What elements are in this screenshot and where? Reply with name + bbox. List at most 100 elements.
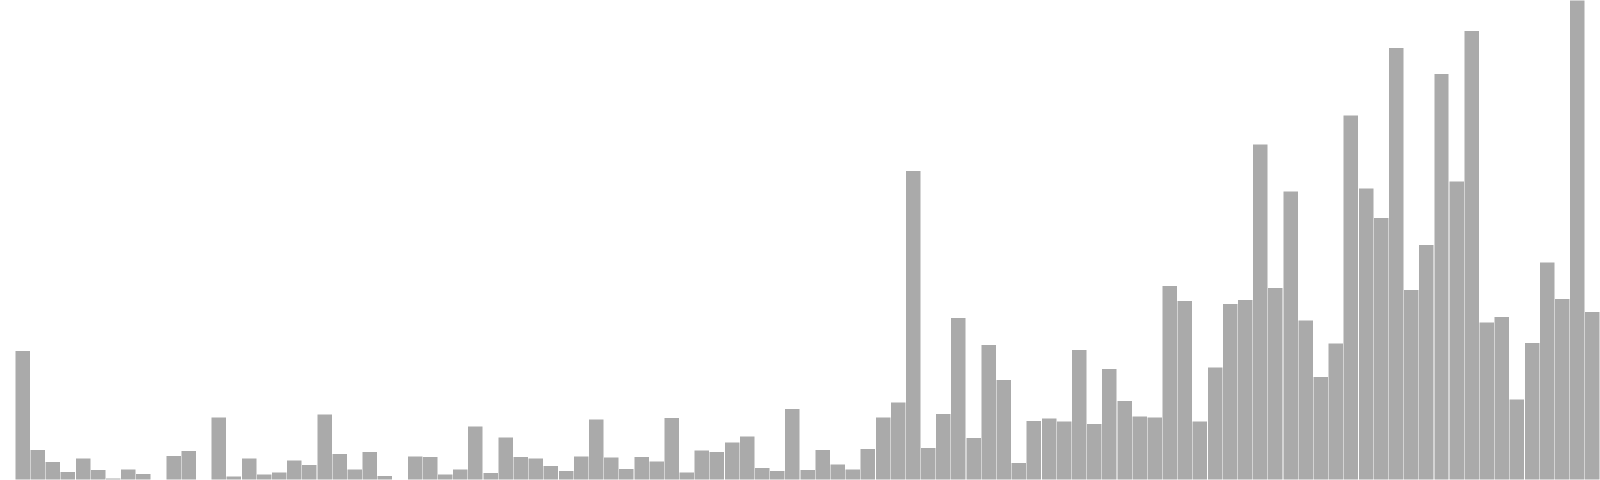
bar-21: [316, 413, 333, 480]
bar-40: [603, 457, 620, 480]
bar-103: [1554, 298, 1571, 480]
bar-67: [1011, 462, 1027, 480]
bar-34: [512, 456, 529, 480]
bar-1: [14, 350, 31, 480]
bar-55: [829, 463, 846, 480]
bar-69: [1041, 417, 1057, 480]
bar-96: [1448, 181, 1465, 480]
bar-44: [663, 417, 680, 480]
bar-56: [844, 468, 861, 480]
bar-5: [75, 458, 91, 480]
bar-41: [618, 468, 635, 480]
bar-58: [875, 416, 891, 480]
bar-77: [1161, 285, 1178, 480]
bar-12: [180, 450, 197, 480]
bar-90: [1358, 187, 1374, 480]
bar-43: [648, 460, 665, 480]
bar-65: [980, 344, 997, 480]
bar-23: [346, 469, 363, 480]
bar-85: [1282, 190, 1299, 480]
bar-74: [1116, 400, 1133, 480]
bar-101: [1524, 342, 1540, 480]
bar-47: [709, 451, 725, 480]
bar-series: [14, 0, 1600, 480]
bar-14: [211, 416, 227, 480]
bar-48: [724, 441, 740, 480]
bar-28: [422, 456, 439, 480]
bar-78: [1177, 300, 1193, 480]
bar-35: [527, 458, 544, 480]
bar-104: [1569, 0, 1586, 480]
bar-62: [935, 413, 952, 480]
bar-46: [694, 449, 710, 480]
bar-54: [814, 449, 831, 480]
bar-39: [588, 418, 605, 480]
bar-75: [1131, 415, 1148, 480]
bar-97: [1463, 30, 1480, 480]
bar-88: [1328, 342, 1344, 480]
bar-94: [1418, 244, 1435, 480]
bar-105: [1584, 311, 1600, 480]
bar-9: [135, 473, 152, 480]
bar-86: [1297, 319, 1314, 480]
bar-29: [437, 473, 454, 480]
bar-30: [452, 468, 469, 480]
bar-50: [754, 467, 771, 480]
bar-3: [44, 461, 61, 480]
bar-33: [497, 436, 514, 480]
bar-16: [241, 458, 257, 480]
bar-83: [1252, 143, 1269, 480]
bar-72: [1086, 423, 1103, 480]
bar-70: [1056, 420, 1072, 480]
bar-92: [1388, 47, 1405, 480]
bar-64: [965, 437, 982, 480]
bar-52: [784, 408, 801, 480]
bar-87: [1312, 376, 1329, 480]
bar-68: [1026, 420, 1042, 480]
bar-32: [482, 472, 499, 480]
bar-15: [226, 475, 242, 480]
bar-84: [1267, 287, 1284, 480]
bar-98: [1478, 321, 1495, 480]
bar-80: [1207, 366, 1223, 480]
bar-53: [799, 469, 816, 480]
bar-57: [860, 448, 876, 480]
bar-63: [950, 317, 967, 480]
bar-8: [120, 468, 137, 480]
bar-19: [286, 460, 303, 480]
bar-18: [271, 472, 288, 480]
bar-71: [1071, 349, 1088, 480]
bar-89: [1343, 114, 1359, 480]
bar-27: [407, 455, 423, 480]
bar-6: [90, 469, 106, 480]
bar-102: [1539, 261, 1556, 480]
bar-20: [301, 464, 318, 480]
bar-45: [678, 472, 695, 480]
bar-25: [377, 475, 393, 480]
bar-95: [1433, 73, 1450, 480]
bar-24: [361, 451, 378, 480]
bar-60: [905, 170, 922, 480]
bar-51: [769, 470, 786, 480]
bar-66: [995, 379, 1012, 480]
bar-91: [1373, 217, 1389, 480]
bar-99: [1494, 316, 1510, 480]
bar-38: [573, 455, 589, 480]
bar-93: [1403, 289, 1420, 480]
bar-59: [890, 401, 906, 480]
bar-36: [543, 465, 559, 480]
bar-31: [467, 425, 484, 480]
bar-79: [1192, 421, 1208, 480]
bar-17: [256, 473, 272, 480]
bar-2: [29, 449, 46, 480]
bar-49: [739, 436, 756, 480]
bar-4: [60, 471, 76, 480]
bar-81: [1222, 303, 1239, 480]
bar-82: [1237, 299, 1254, 480]
bar-11: [165, 455, 182, 480]
bar-100: [1509, 399, 1525, 480]
bar-61: [920, 447, 937, 480]
bar-76: [1146, 416, 1163, 480]
bar-42: [633, 456, 650, 480]
